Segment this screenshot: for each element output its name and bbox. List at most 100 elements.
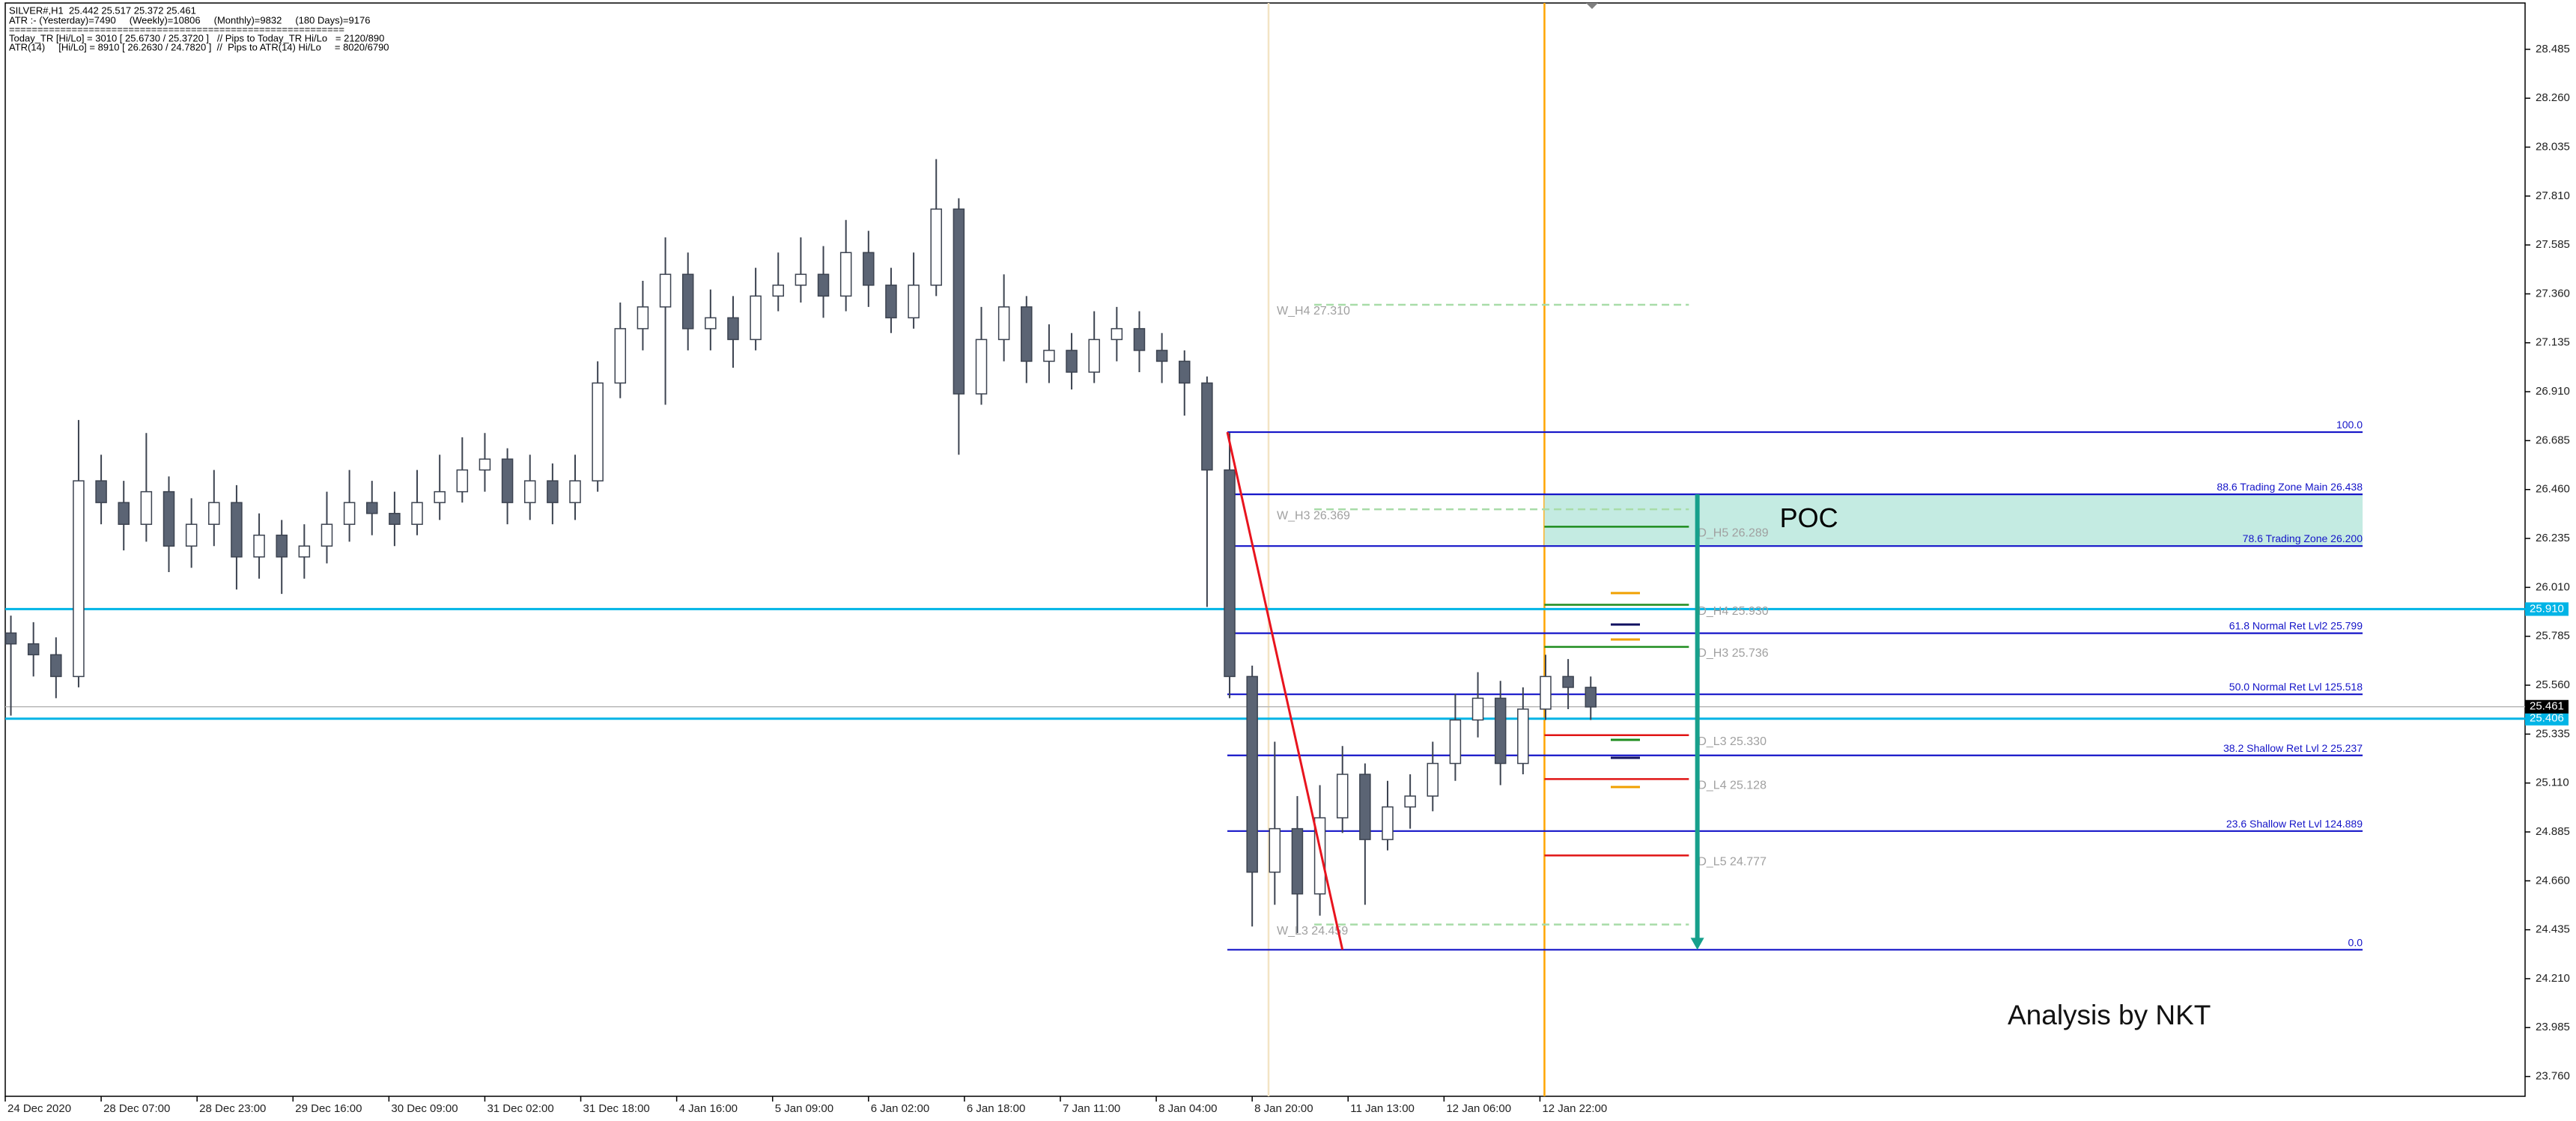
candle-body bbox=[1404, 795, 1416, 808]
x-tick-label: 5 Jan 09:00 bbox=[775, 1102, 833, 1115]
candle-body bbox=[637, 306, 649, 329]
y-tick-label: 23.985 bbox=[2536, 1021, 2570, 1033]
candle-body bbox=[321, 523, 333, 547]
x-tick-label: 28 Dec 07:00 bbox=[103, 1102, 170, 1115]
x-tick-label: 31 Dec 02:00 bbox=[487, 1102, 553, 1115]
candle-body bbox=[1224, 469, 1236, 678]
candle-body bbox=[953, 208, 965, 395]
fib-label: 23.6 Shallow Ret Lvl 124.889 bbox=[2226, 818, 2363, 830]
y-tick-label: 24.435 bbox=[2536, 923, 2570, 936]
candle-body bbox=[795, 273, 807, 286]
candle-body bbox=[162, 490, 175, 547]
x-tick-label: 28 Dec 23:00 bbox=[199, 1102, 266, 1115]
candle-body bbox=[659, 273, 672, 308]
candle-body bbox=[1585, 687, 1597, 708]
y-tick-label: 26.910 bbox=[2536, 385, 2570, 398]
candle-body bbox=[434, 490, 446, 503]
candle-body bbox=[253, 534, 265, 558]
pivot-label: D_L4 25.128 bbox=[1698, 780, 1767, 792]
poc-zone bbox=[1544, 494, 2363, 547]
x-tick-label: 6 Jan 18:00 bbox=[967, 1102, 1025, 1115]
pivot-label: W_H4 27.310 bbox=[1277, 305, 1350, 318]
candle-body bbox=[1179, 360, 1191, 384]
fib-label: 61.8 Normal Ret Lvl2 25.799 bbox=[2229, 620, 2363, 632]
candle-body bbox=[1517, 708, 1529, 765]
y-tick-label: 24.885 bbox=[2536, 825, 2570, 838]
pivot-label: W_H3 26.369 bbox=[1277, 509, 1350, 522]
pivot-label: D_L3 25.330 bbox=[1698, 735, 1767, 748]
candle-body bbox=[705, 317, 717, 329]
y-tick-label: 26.235 bbox=[2536, 532, 2570, 544]
candle-body bbox=[1088, 338, 1100, 373]
candle-body bbox=[1449, 719, 1462, 765]
candle-body bbox=[1111, 328, 1123, 341]
info-line: ATR :- (Yesterday)=7490 (Weekly)=10806 (… bbox=[9, 14, 370, 25]
current-price-label: 25.461 bbox=[2530, 700, 2564, 713]
candle-body bbox=[1359, 774, 1371, 840]
current-price-tag bbox=[2525, 699, 2569, 714]
y-tick-label: 23.760 bbox=[2536, 1070, 2570, 1083]
x-tick-label: 31 Dec 18:00 bbox=[583, 1102, 650, 1115]
candle-body bbox=[1336, 774, 1349, 818]
candle-body bbox=[614, 328, 627, 384]
poc-label: POC bbox=[1780, 502, 1838, 533]
candle-body bbox=[456, 469, 469, 493]
price-tag bbox=[2525, 602, 2569, 616]
candle-body bbox=[95, 480, 107, 503]
candle-body bbox=[523, 480, 536, 503]
candle-body bbox=[1201, 382, 1213, 471]
x-tick-label: 8 Jan 20:00 bbox=[1254, 1102, 1313, 1115]
candle-body bbox=[298, 545, 311, 558]
candle-body bbox=[1427, 762, 1439, 797]
candle-body bbox=[863, 252, 875, 286]
trendline bbox=[1226, 431, 1344, 950]
candle-body bbox=[908, 285, 920, 319]
candle-body bbox=[1494, 697, 1507, 765]
candle-body bbox=[1562, 675, 1574, 688]
fib-label: 50.0 Normal Ret Lvl 125.518 bbox=[2229, 681, 2363, 693]
candle-body bbox=[185, 523, 198, 547]
candle-body bbox=[208, 502, 220, 525]
candle-body bbox=[50, 654, 62, 678]
y-tick-label: 24.210 bbox=[2536, 972, 2570, 985]
x-tick-label: 12 Jan 22:00 bbox=[1542, 1102, 1607, 1115]
arrow-head bbox=[1690, 938, 1704, 950]
candle-body bbox=[366, 502, 378, 514]
candle-body bbox=[27, 643, 40, 656]
candle-body bbox=[750, 295, 762, 341]
candle-body bbox=[231, 502, 243, 558]
candle-body bbox=[411, 502, 423, 525]
y-tick-label: 25.110 bbox=[2536, 777, 2569, 789]
candle-body bbox=[772, 285, 785, 297]
y-tick-label: 25.785 bbox=[2536, 630, 2570, 642]
y-tick-label: 25.335 bbox=[2536, 727, 2570, 740]
y-tick-label: 28.260 bbox=[2536, 91, 2570, 104]
y-tick-label: 27.360 bbox=[2536, 287, 2570, 300]
pivot-label: D_H4 25.930 bbox=[1698, 605, 1768, 618]
background-layer: 28.485 28.260 28.035 27.810 27.585 27.360 27.1… bbox=[4, 2, 2570, 1115]
x-tick-label: 4 Jan 16:00 bbox=[679, 1102, 738, 1115]
price-tag-label: 25.406 bbox=[2530, 712, 2564, 725]
candle-body bbox=[73, 480, 85, 678]
candle-body bbox=[140, 490, 153, 525]
price-tag bbox=[2525, 711, 2569, 726]
y-tick-label: 28.035 bbox=[2536, 140, 2570, 153]
candle-body bbox=[1043, 350, 1055, 362]
top-layer: SILVER#,H1 25.442 25.517 25.372 25.461AT… bbox=[9, 3, 2569, 950]
x-tick-label: 7 Jan 11:00 bbox=[1063, 1102, 1120, 1115]
candle-body bbox=[1382, 806, 1394, 840]
pivot-label: D_H5 26.289 bbox=[1698, 527, 1768, 540]
y-tick-label: 26.460 bbox=[2536, 483, 2570, 496]
candle-body bbox=[592, 382, 604, 481]
candle-body bbox=[930, 208, 942, 286]
candle-body bbox=[1291, 827, 1304, 895]
pivot-label: D_H3 25.736 bbox=[1698, 647, 1768, 660]
fib-label: 88.6 Trading Zone Main 26.438 bbox=[2217, 481, 2363, 493]
main-layer bbox=[4, 159, 2525, 951]
candle-body bbox=[389, 512, 401, 525]
x-tick-label: 29 Dec 16:00 bbox=[295, 1102, 362, 1115]
y-tick-label: 26.010 bbox=[2536, 580, 2570, 593]
x-tick-label: 11 Jan 13:00 bbox=[1350, 1102, 1415, 1115]
